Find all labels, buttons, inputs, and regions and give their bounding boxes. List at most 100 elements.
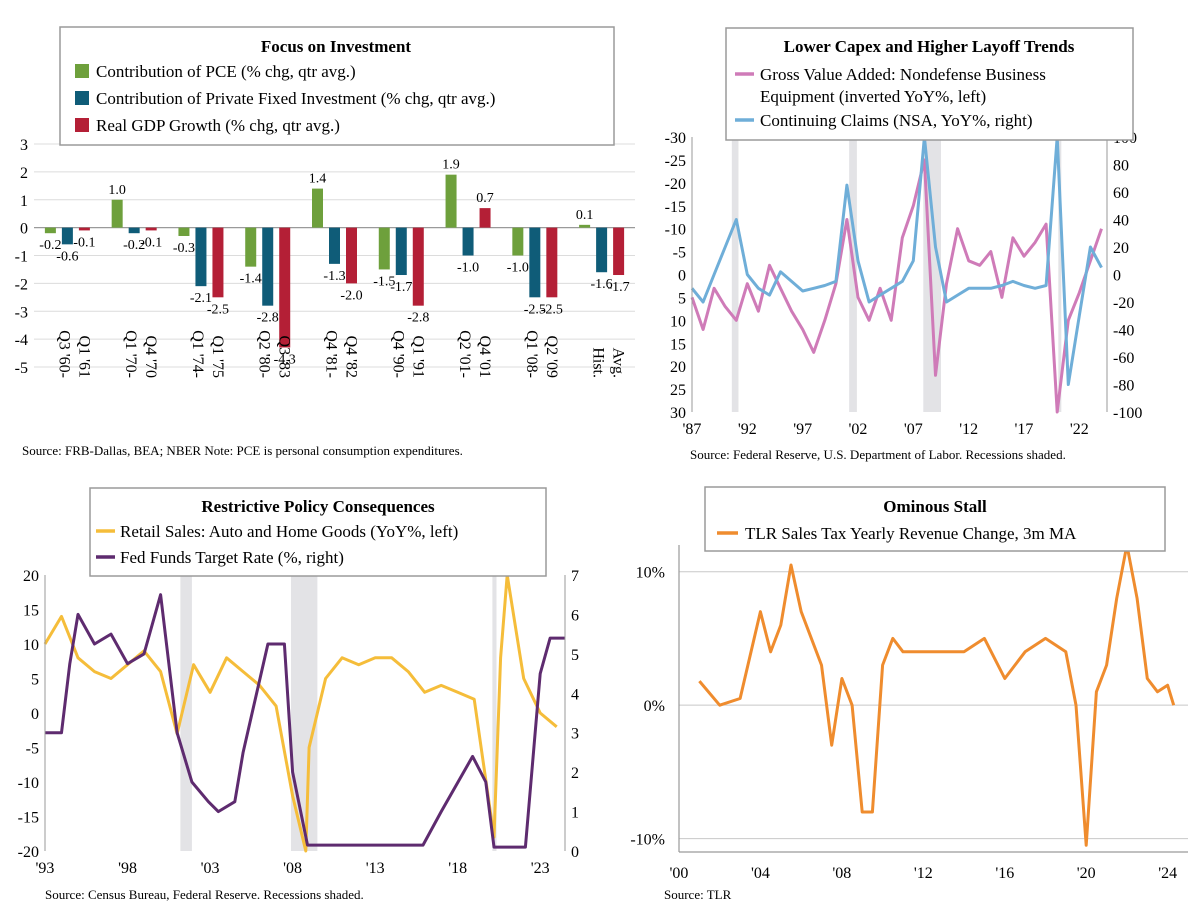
source-note: Source: Census Bureau, Federal Reserve. … — [45, 887, 364, 902]
x-tick-label: Q2 '01- — [456, 330, 473, 378]
bar — [245, 227, 257, 267]
data-label: -2.5 — [524, 302, 546, 317]
y-tick-label: -5 — [15, 360, 28, 377]
data-label: -0.2 — [39, 238, 61, 253]
legend-swatch-gdp — [75, 118, 89, 132]
x-tick-label: '22 — [1070, 421, 1089, 438]
y-left-tick-label: -5 — [673, 245, 686, 262]
panel-lower-capex: -30-25-20-15-10-505101520253010080604020… — [665, 27, 1142, 462]
data-label: -0.6 — [56, 249, 78, 264]
y-tick-label: 1 — [20, 193, 28, 210]
x-tick-label: Q1 '75 — [209, 336, 226, 378]
bar — [329, 227, 340, 264]
x-tick-label: Q4 '70 — [142, 336, 159, 378]
panel-ominous-stall: 10% 0% -10% '00 '04 '08 '12 '16 '20 '24 Ominous S… — [630, 486, 1188, 902]
y-tick-label: 3 — [20, 137, 28, 154]
bar — [395, 227, 407, 276]
data-label: -1.0 — [457, 261, 479, 276]
recession-band — [849, 137, 857, 412]
x-tick-label: '98 — [118, 860, 137, 877]
data-label: 1.0 — [108, 183, 126, 198]
y-left-tick-label: -5 — [26, 741, 39, 758]
y-left-tick-label: 30 — [670, 405, 686, 422]
x-tick-label: Q1 '61 — [75, 336, 92, 378]
legend-label-tlr: TLR Sales Tax Yearly Revenue Change, 3m … — [745, 524, 1077, 543]
legend-swatch-investment — [75, 91, 89, 105]
data-label: -2.5 — [207, 302, 229, 317]
bar — [462, 227, 474, 256]
bar — [212, 227, 224, 298]
y-tick-label: -4 — [15, 332, 28, 349]
bar — [529, 227, 541, 298]
y-tick-label: -2 — [15, 276, 28, 293]
x-tick-label: Q4 '01 — [476, 336, 493, 378]
bar — [579, 224, 591, 228]
x-tick-label: Q4 '81- — [323, 330, 340, 378]
y-left-tick-label: 5 — [31, 672, 39, 689]
x-tick-label: '00 — [670, 865, 689, 882]
data-label: 0.7 — [476, 191, 494, 206]
legend-label-gva-2: Equipment (inverted YoY%, left) — [760, 87, 986, 106]
bar — [61, 227, 73, 245]
y-right-tick-label: 1 — [571, 805, 579, 822]
data-label: -1.7 — [390, 280, 412, 295]
legend-swatch-pce — [75, 64, 89, 78]
data-label: -4.3 — [274, 352, 296, 367]
legend-label-pce: Contribution of PCE (% chg, qtr avg.) — [96, 62, 356, 81]
x-tick-label: Q1 '08- — [523, 330, 540, 378]
data-label: -2.8 — [257, 311, 279, 326]
x-tick-label: '17 — [1015, 421, 1034, 438]
chart-title: Ominous Stall — [883, 497, 987, 516]
legend-box — [89, 487, 547, 577]
y-left-tick-label: -15 — [18, 810, 39, 827]
y-left-tick-label: -10 — [18, 775, 39, 792]
x-tick-label: '07 — [904, 421, 923, 438]
y-left-tick-label: 10 — [23, 637, 39, 654]
data-label: -0.3 — [173, 241, 195, 256]
y-right-tick-label: 0 — [571, 844, 579, 861]
bar — [546, 227, 558, 298]
series-line — [690, 158, 1103, 414]
data-label: -2.0 — [340, 288, 362, 303]
x-tick-label: Q1 '70- — [122, 330, 139, 378]
x-tick-label: '93 — [36, 860, 55, 877]
legend-box — [725, 27, 1134, 141]
y-right-tick-label: -20 — [1113, 295, 1134, 312]
y-left-tick-label: -20 — [18, 844, 39, 861]
x-tick-label: Q2 '80- — [256, 330, 273, 378]
bar — [111, 199, 123, 228]
x-tick-label: Hist. — [590, 347, 607, 378]
bar — [613, 227, 625, 276]
x-tick-label: Q4 '90- — [389, 330, 406, 378]
chart-title: Restrictive Policy Consequences — [201, 497, 435, 516]
y-right-tick-label: 2 — [571, 765, 579, 782]
legend-label-retail: Retail Sales: Auto and Home Goods (YoY%,… — [120, 522, 458, 541]
y-left-tick-label: -10 — [665, 222, 686, 239]
y-left-tick-label: -25 — [665, 153, 686, 170]
y-right-tick-label: 40 — [1113, 213, 1129, 230]
y-left-tick-label: -15 — [665, 199, 686, 216]
y-left-tick-label: 20 — [670, 359, 686, 376]
bar — [78, 227, 90, 231]
bar — [346, 227, 357, 284]
x-tick-label: '20 — [1077, 865, 1096, 882]
legend-box — [59, 26, 615, 146]
bar — [596, 227, 608, 273]
bar — [279, 227, 291, 348]
y-right-tick-label: 4 — [571, 686, 579, 703]
legend-label-claims: Continuing Claims (NSA, YoY%, right) — [760, 111, 1033, 130]
y-left-tick-label: 25 — [670, 382, 686, 399]
y-left-tick-label: 0 — [678, 268, 686, 285]
y-right-tick-label: 7 — [571, 568, 579, 585]
x-tick-label: '08 — [832, 865, 851, 882]
bar — [178, 227, 190, 236]
recession-band — [492, 575, 497, 851]
x-tick-label: '03 — [201, 860, 220, 877]
data-label: -1.4 — [240, 272, 262, 287]
bar — [312, 188, 323, 228]
x-tick-label: '23 — [531, 860, 550, 877]
source-note: Source: TLR — [664, 887, 732, 902]
